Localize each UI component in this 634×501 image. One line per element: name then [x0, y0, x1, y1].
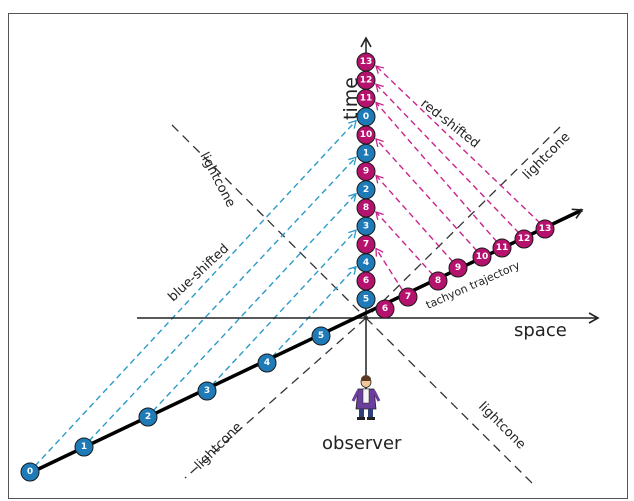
- red-signal-10: [375, 138, 478, 252]
- trajectory-marker-1: [74, 437, 94, 457]
- lightcone-label-upper-right: lightcone: [520, 130, 573, 183]
- blue-signal-1: [88, 156, 357, 442]
- axis-marker-label-1: 1: [363, 148, 369, 158]
- trajectory-marker-label-10: 10: [476, 252, 489, 262]
- lightcone-line-left-lower: [184, 317, 367, 479]
- axis-marker-label-3: 3: [363, 221, 369, 231]
- trajectory-marker-label-11: 11: [496, 243, 509, 253]
- axis-marker-label-10: 10: [360, 130, 373, 140]
- axis-marker-label-8: 8: [363, 203, 369, 213]
- diagram-frame: [8, 13, 628, 499]
- blue-signal-2: [152, 192, 357, 412]
- axis-marker-label-6: 6: [363, 276, 369, 286]
- trajectory-marker-label-4: 4: [264, 358, 270, 368]
- trajectory-marker-3: [197, 381, 217, 401]
- trajectory-marker-2: [138, 407, 158, 427]
- lightcone-line-right-upper: [365, 126, 561, 319]
- lightcone-line-right-lower: [365, 317, 533, 484]
- lightcone-label-lower-right: lightcone: [475, 399, 528, 452]
- trajectory-marker-12: [514, 229, 534, 249]
- trajectory-marker-label-13: 13: [539, 224, 552, 234]
- red-signal-9: [375, 174, 454, 263]
- trajectory-marker-label-1: 1: [81, 442, 87, 452]
- trajectory-marker-8: [428, 271, 448, 291]
- trajectory-marker-11: [492, 238, 512, 258]
- blue-signal-4: [271, 265, 357, 358]
- time-axis-label: time: [340, 77, 362, 120]
- trajectory-marker-label-9: 9: [455, 263, 461, 273]
- trajectory-marker-10: [472, 247, 492, 267]
- axis-marker-label-4: 4: [363, 258, 369, 268]
- blue-shifted-label: blue-shifted: [165, 241, 232, 305]
- blue-signal-0: [34, 119, 357, 467]
- trajectory-marker-4: [257, 353, 277, 373]
- red-signal-12: [375, 83, 520, 234]
- trajectory-marker-label-2: 2: [145, 412, 151, 422]
- red-shifted-signals: [375, 65, 541, 292]
- red-shifted-label: red-shifted: [418, 96, 483, 151]
- blue-shifted-signals: [34, 119, 357, 467]
- trajectory-marker-label-12: 12: [518, 234, 531, 244]
- red-signal-7: [375, 247, 404, 292]
- observer-received-markers: 13 12 11 0 10 1 9 2 8 3 7 4 6 5: [356, 52, 376, 309]
- trajectory-marker-label-5: 5: [318, 331, 324, 341]
- lightcone-line-left-upper: [171, 124, 367, 319]
- axis-marker-label-12: 12: [360, 75, 373, 85]
- observer-label: observer: [322, 433, 402, 454]
- axis-marker-label-5: 5: [363, 294, 369, 304]
- trajectory-marker-9: [448, 258, 468, 278]
- trajectory-marker-label-7: 7: [405, 292, 411, 302]
- trajectory-marker-label-3: 3: [204, 386, 210, 396]
- trajectory-marker-5: [311, 326, 331, 346]
- axis-marker-label-0: 0: [363, 112, 369, 122]
- blue-signal-3: [211, 229, 357, 386]
- red-signal-8: [375, 211, 434, 276]
- axis-marker-5: [356, 289, 376, 309]
- trajectory-marker-label-0: 0: [27, 467, 33, 477]
- red-signal-13: [375, 65, 541, 224]
- trajectory-marker-0: [20, 462, 40, 482]
- lightcone-label-upper-left: lightcone: [196, 150, 237, 210]
- lightcone-label-lower-left: lightcone: [192, 420, 245, 473]
- axis-marker-label-7: 7: [363, 240, 369, 250]
- observer-figure-icon: [351, 375, 381, 420]
- axis-marker-label-11: 11: [360, 94, 373, 104]
- axis-marker-label-9: 9: [363, 167, 369, 177]
- trajectory-marker-13: [535, 219, 555, 239]
- trajectory-marker-7: [398, 287, 418, 307]
- axis-marker-label-13: 13: [360, 57, 373, 67]
- trajectory-marker-6: [375, 299, 395, 319]
- axis-marker-label-2: 2: [363, 185, 369, 195]
- trajectory-marker-label-8: 8: [435, 276, 441, 286]
- trajectory-marker-label-6: 6: [382, 304, 388, 314]
- space-axis-label: space: [514, 320, 567, 341]
- red-signal-11: [375, 101, 498, 243]
